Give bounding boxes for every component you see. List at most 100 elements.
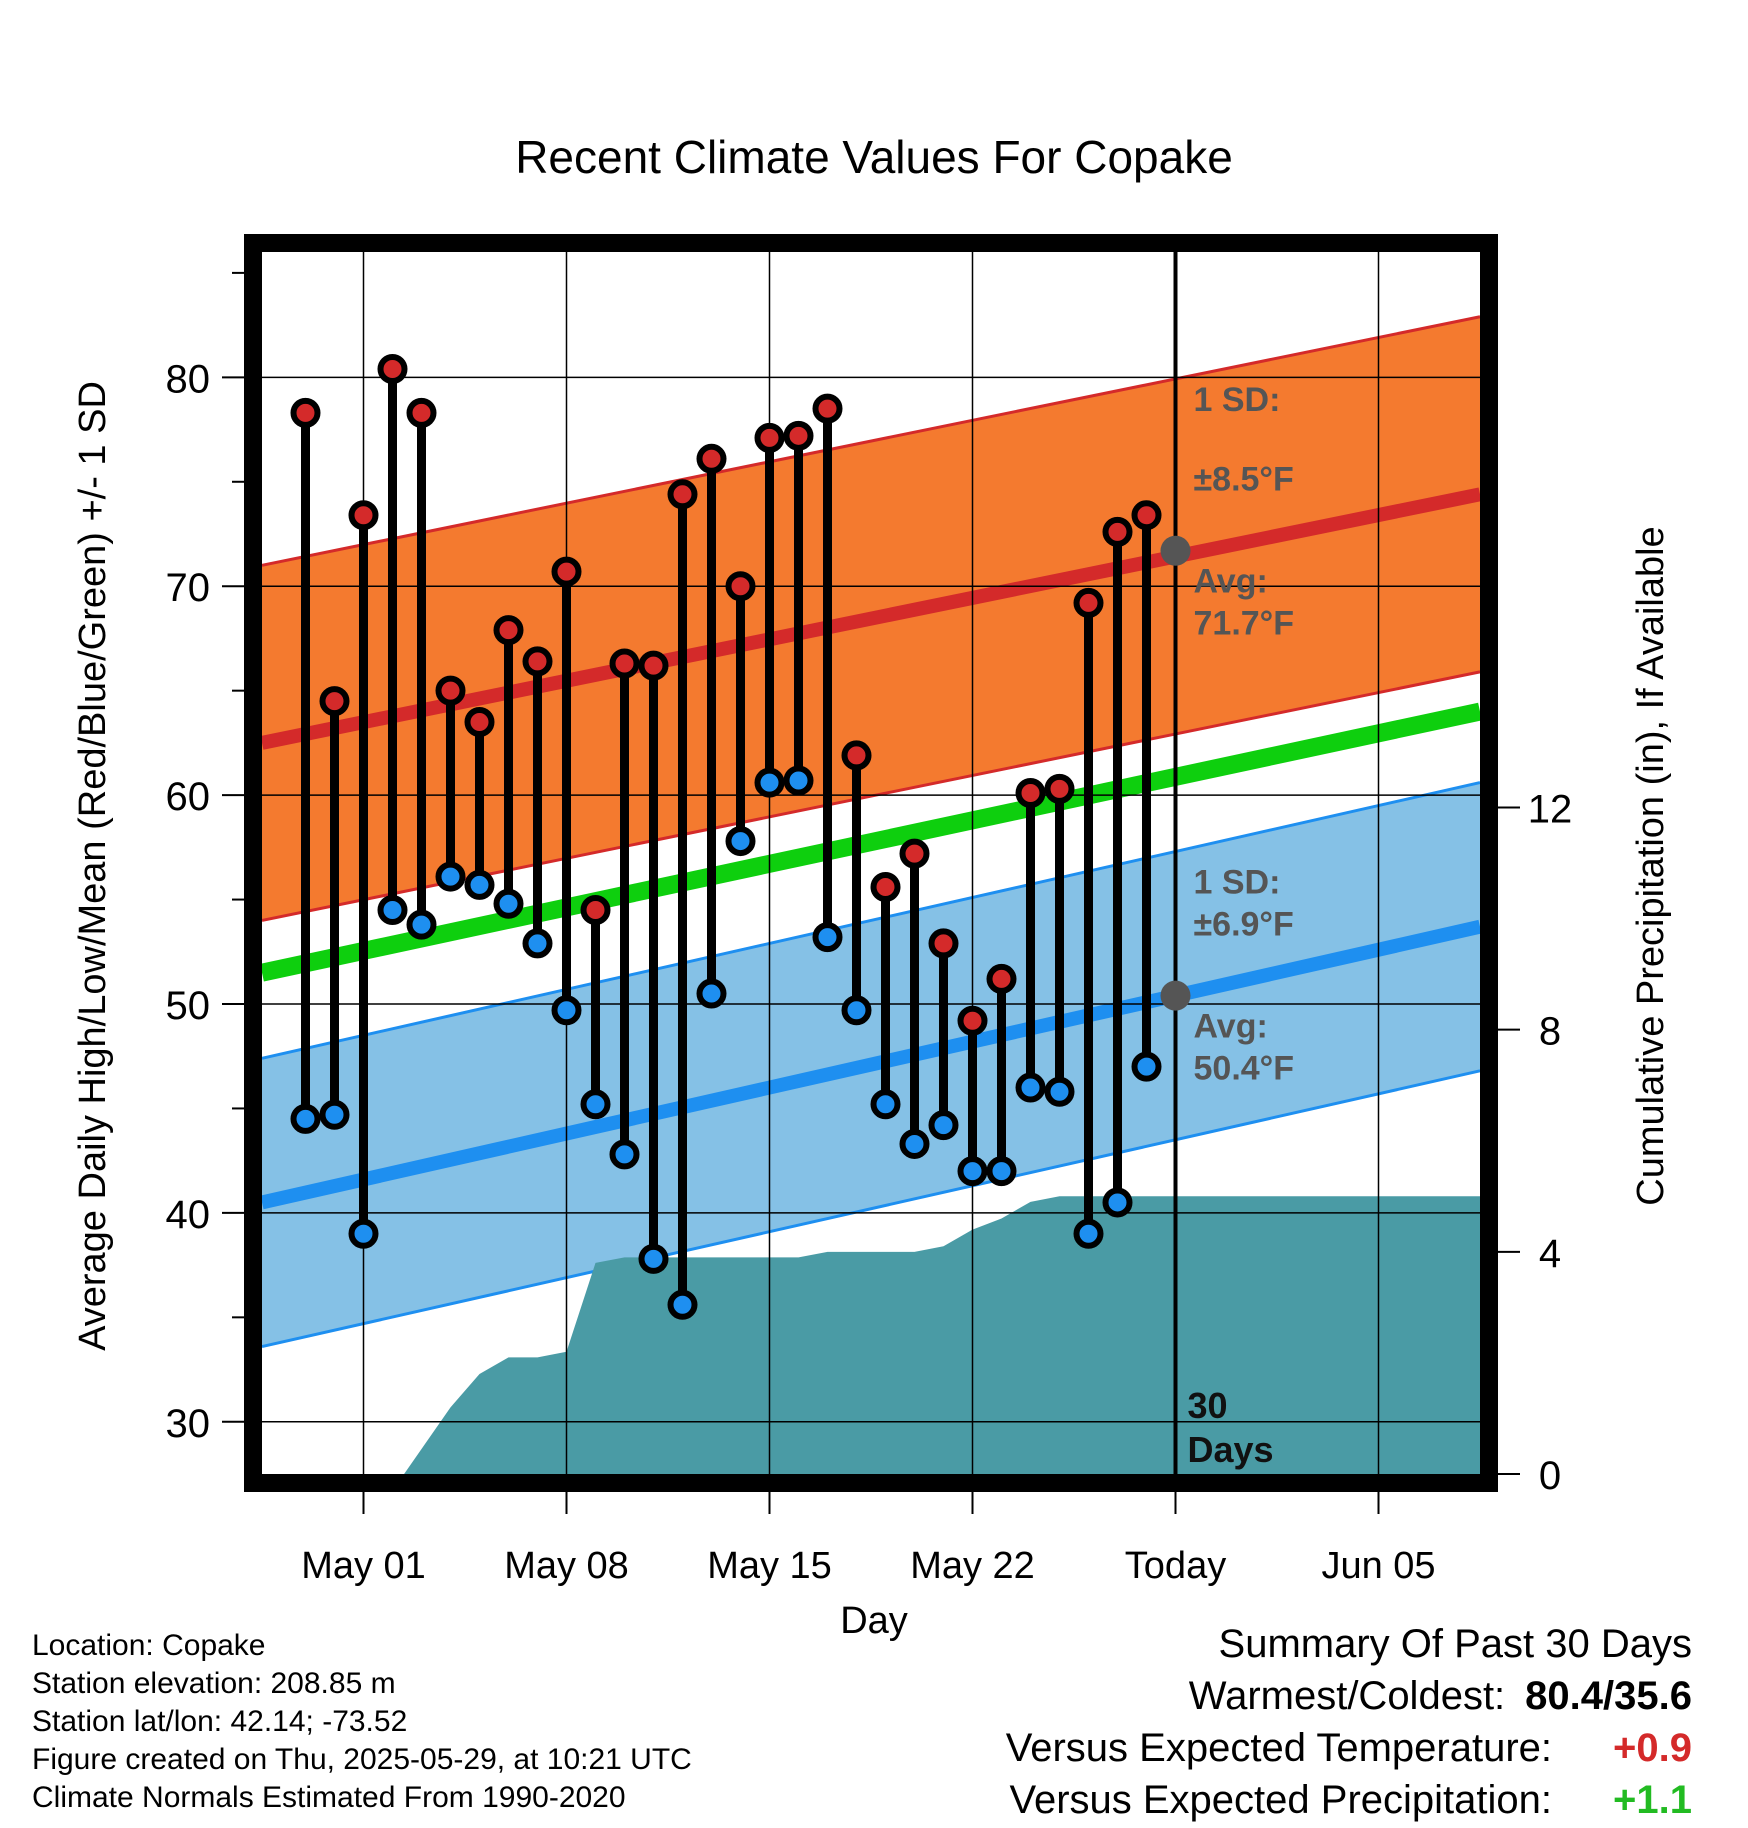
low-temp-point (1044, 1076, 1075, 1107)
low-temp-point (638, 1243, 669, 1274)
x-tick-label: Jun 05 (1321, 1545, 1435, 1587)
high-temp-point (957, 1005, 988, 1036)
low-temp-point (1015, 1072, 1046, 1103)
x-tick-label: May 01 (301, 1545, 426, 1587)
x-tick-label: May 22 (910, 1545, 1035, 1587)
high-temp-point (1131, 500, 1162, 531)
low-temp-point (464, 869, 495, 900)
precip-label: Versus Expected Precipitation: (1009, 1778, 1552, 1822)
low-temp-point (435, 861, 466, 892)
y-tick-label-40: 40 (166, 1193, 211, 1237)
y2-tick-label-12: 12 (1528, 787, 1573, 831)
low-temp-point (319, 1099, 350, 1130)
low-temp-point (580, 1089, 611, 1120)
summary-title: Summary Of Past 30 Days (1218, 1622, 1692, 1666)
today-days-label-line1: 30 (1188, 1385, 1228, 1426)
high-avg-value: 71.7°F (1194, 605, 1295, 643)
today-avg-low-marker (1160, 980, 1191, 1011)
temp-label: Versus Expected Temperature: (1005, 1726, 1552, 1770)
low-temp-point (870, 1089, 901, 1120)
y-tick-label-50: 50 (166, 984, 211, 1028)
elevation-text: Station elevation: 208.85 m (32, 1667, 396, 1700)
low-temp-point (667, 1289, 698, 1320)
x-axis-label: Day (840, 1600, 908, 1642)
low-temp-point (783, 765, 814, 796)
precip-value: +1.1 (1613, 1778, 1692, 1822)
low-temp-point (696, 978, 727, 1009)
high-temp-point (319, 686, 350, 717)
high-sd-value: ±8.5°F (1194, 461, 1294, 499)
low-temp-point (377, 895, 408, 925)
low-temp-point (957, 1156, 988, 1187)
summary-temp: Versus Expected Temperature: +0.9 (1006, 1726, 1692, 1771)
warm-cold-label: Warmest/Coldest: (1188, 1674, 1506, 1718)
today-days-label-line2: Days (1188, 1429, 1274, 1470)
low-temp-point (609, 1139, 640, 1170)
high-temp-point (986, 963, 1017, 994)
low-sd-edge-upper (261, 781, 1481, 1060)
station-info: Location: Copake Station elevation: 208.… (32, 1627, 692, 1817)
high-temp-point (377, 353, 408, 384)
high-temp-point (1073, 587, 1104, 618)
y2-axis-label: Cumulative Precipitation (in), If Availa… (1630, 526, 1672, 1205)
y-axis-label: Average Daily High/Low/Mean (Red/Blue/Gr… (72, 381, 114, 1351)
low-temp-point (522, 928, 553, 959)
high-temp-point (870, 872, 901, 903)
low-temp-point (841, 995, 872, 1026)
y2-tick-label-8: 8 (1539, 1010, 1561, 1054)
high-temp-point (464, 707, 495, 737)
y-tick-label-60: 60 (166, 775, 211, 819)
high-temp-point (406, 397, 437, 428)
low-temp-point (493, 888, 524, 919)
low-temp-point (348, 1218, 379, 1249)
low-sd-value: ±6.9°F (1194, 906, 1294, 944)
location-text: Location: Copake (32, 1629, 266, 1662)
low-avg-value: 50.4°F (1194, 1050, 1295, 1088)
latlon-text: Station lat/lon: 42.14; -73.52 (32, 1705, 408, 1738)
low-temp-point (812, 922, 843, 953)
temp-value: +0.9 (1613, 1726, 1692, 1770)
high-temp-point (1102, 516, 1133, 547)
high-temp-point (928, 928, 959, 959)
high-avg-label: Avg: (1194, 563, 1268, 601)
low-temp-point (928, 1110, 959, 1141)
high-temp-point (580, 895, 611, 925)
y-tick-label-30: 30 (166, 1402, 211, 1446)
chart-title: Recent Climate Values For Copake (515, 131, 1233, 183)
low-avg-label: Avg: (1194, 1008, 1268, 1046)
high-temp-point (435, 675, 466, 706)
today-avg-high-marker (1160, 535, 1191, 566)
plot-frame (244, 234, 1498, 1492)
x-tick-label: May 08 (504, 1545, 629, 1587)
high-temp-point (551, 556, 582, 587)
high-temp-point (609, 648, 640, 679)
high-normal-line (260, 487, 1482, 750)
low-temp-point (1131, 1051, 1162, 1082)
low-normal-line (260, 919, 1482, 1210)
high-temp-point (493, 615, 524, 646)
high-temp-point (667, 479, 698, 510)
high-temp-point (725, 571, 756, 602)
low-temp-point (725, 826, 756, 857)
high-temp-point (638, 650, 669, 681)
low-sd-label: 1 SD: (1194, 864, 1281, 902)
created-text: Figure created on Thu, 2025-05-29, at 10… (32, 1743, 692, 1776)
high-temp-point (696, 443, 727, 474)
low-temp-point (290, 1103, 321, 1134)
high-sd-edge-upper (261, 315, 1481, 567)
y-tick-label-70: 70 (166, 566, 211, 610)
summary-warm-cold: Warmest/Coldest: 80.4/35.6 (1189, 1674, 1692, 1719)
normals-text: Climate Normals Estimated From 1990-2020 (32, 1781, 626, 1814)
high-temp-point (1015, 778, 1046, 809)
warm-cold-value: 80.4/35.6 (1525, 1674, 1692, 1718)
low-temp-point (406, 909, 437, 940)
high-temp-point (754, 422, 785, 453)
summary-precip: Versus Expected Precipitation: +1.1 (1009, 1778, 1692, 1823)
low-temp-point (899, 1128, 930, 1159)
low-temp-point (551, 995, 582, 1026)
y-tick-label-80: 80 (166, 357, 211, 401)
high-temp-point (290, 397, 321, 428)
x-tick-label: Today (1125, 1545, 1226, 1587)
y2-tick-label-4: 4 (1539, 1232, 1561, 1276)
